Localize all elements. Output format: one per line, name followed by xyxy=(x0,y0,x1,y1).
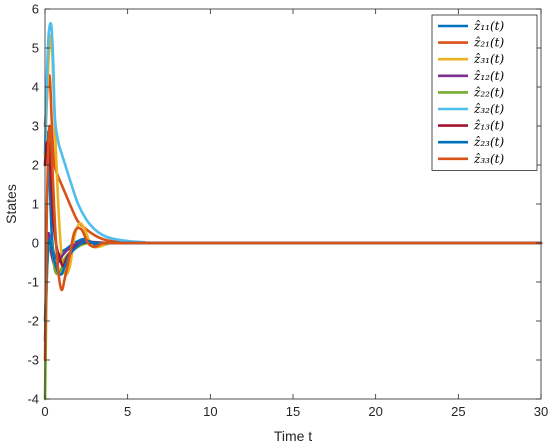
y-tick-label: -3 xyxy=(27,353,39,368)
legend-entry: ẑ₂₂(t) xyxy=(473,85,504,99)
y-tick-label: 2 xyxy=(32,158,39,173)
ticks-layer: 0 5 10 15 20 25 30 -4 -3 -2 -1 0 1 2 3 4 5 6 xyxy=(27,2,548,420)
y-tick-label: -2 xyxy=(27,314,39,329)
y-tick-label: 4 xyxy=(32,80,39,95)
x-tick-label: 15 xyxy=(286,404,300,419)
x-tick-label: 20 xyxy=(368,404,382,419)
legend-entry: ẑ₁₂(t) xyxy=(473,69,504,83)
y-tick-label: 6 xyxy=(32,2,39,17)
y-tick-label: 3 xyxy=(32,119,39,134)
legend-entry: ẑ₁₃(t) xyxy=(473,119,504,133)
x-tick-label: 25 xyxy=(451,404,465,419)
x-tick-label: 10 xyxy=(203,404,217,419)
legend-entry: ẑ₁₁(t) xyxy=(473,19,504,33)
legend-entry: ẑ₂₃(t) xyxy=(473,135,504,149)
x-axis-label: Time t xyxy=(274,428,312,444)
legend-entry: ẑ₃₂(t) xyxy=(473,102,504,116)
y-tick-label: 5 xyxy=(32,41,39,56)
legend-entry: ẑ₃₃(t) xyxy=(473,152,504,166)
legend-entry: ẑ₂₁(t) xyxy=(473,36,504,50)
legend-entry: ẑ₃₁(t) xyxy=(473,52,504,66)
y-tick-label: 0 xyxy=(32,236,39,251)
y-tick-label: 1 xyxy=(32,197,39,212)
series-line-9 xyxy=(43,124,543,362)
legend: ẑ₁₁(t) ẑ₂₁(t) ẑ₃₁(t) ẑ₁₂(t) ẑ₂₂(t) ẑ₃₂(t) ẑ₁₃(… xyxy=(431,14,538,171)
y-tick-label: -1 xyxy=(27,275,39,290)
y-axis-label: States xyxy=(3,184,19,224)
x-tick-label: 0 xyxy=(41,404,48,419)
x-tick-label: 30 xyxy=(534,404,548,419)
x-tick-label: 5 xyxy=(124,404,131,419)
y-tick-label: -4 xyxy=(27,392,39,407)
